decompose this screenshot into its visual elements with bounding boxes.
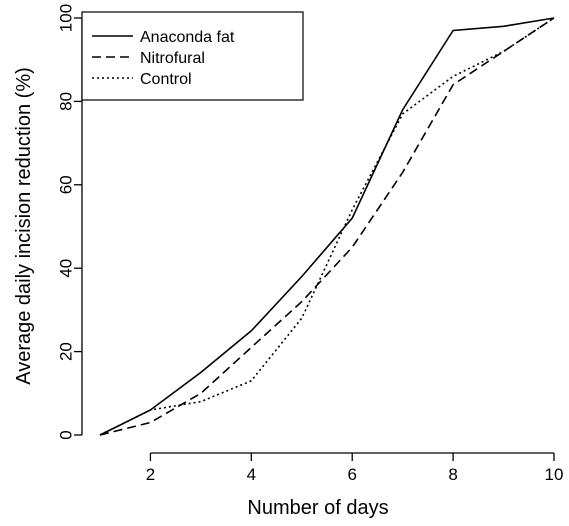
legend-label: Nitrofural	[140, 50, 205, 67]
x-tick-label: 8	[448, 465, 457, 484]
series-line-control	[99, 17, 555, 436]
y-tick-label: 0	[57, 430, 76, 439]
y-tick-label: 60	[57, 175, 76, 194]
y-tick-label: 100	[57, 4, 76, 32]
legend: Anaconda fat Nitrofural Control	[81, 11, 304, 101]
y-axis-title: Average daily incision reduction (%)	[13, 67, 35, 385]
series-layer	[99, 17, 555, 436]
x-tick-label: 10	[545, 465, 564, 484]
legend-label: Anaconda fat	[140, 29, 235, 46]
series-line-anaconda-fat	[99, 17, 555, 436]
legend-label: Control	[140, 71, 192, 88]
y-tick-label: 80	[57, 92, 76, 111]
x-tick-label: 4	[247, 465, 256, 484]
x-axis-title: Number of days	[247, 497, 388, 519]
legend-box	[81, 11, 304, 101]
x-tick-label: 2	[146, 465, 155, 484]
series-line-nitrofural	[99, 17, 555, 436]
y-tick-label: 40	[57, 259, 76, 278]
x-tick-label: 6	[347, 465, 356, 484]
y-tick-label: 20	[57, 342, 76, 361]
